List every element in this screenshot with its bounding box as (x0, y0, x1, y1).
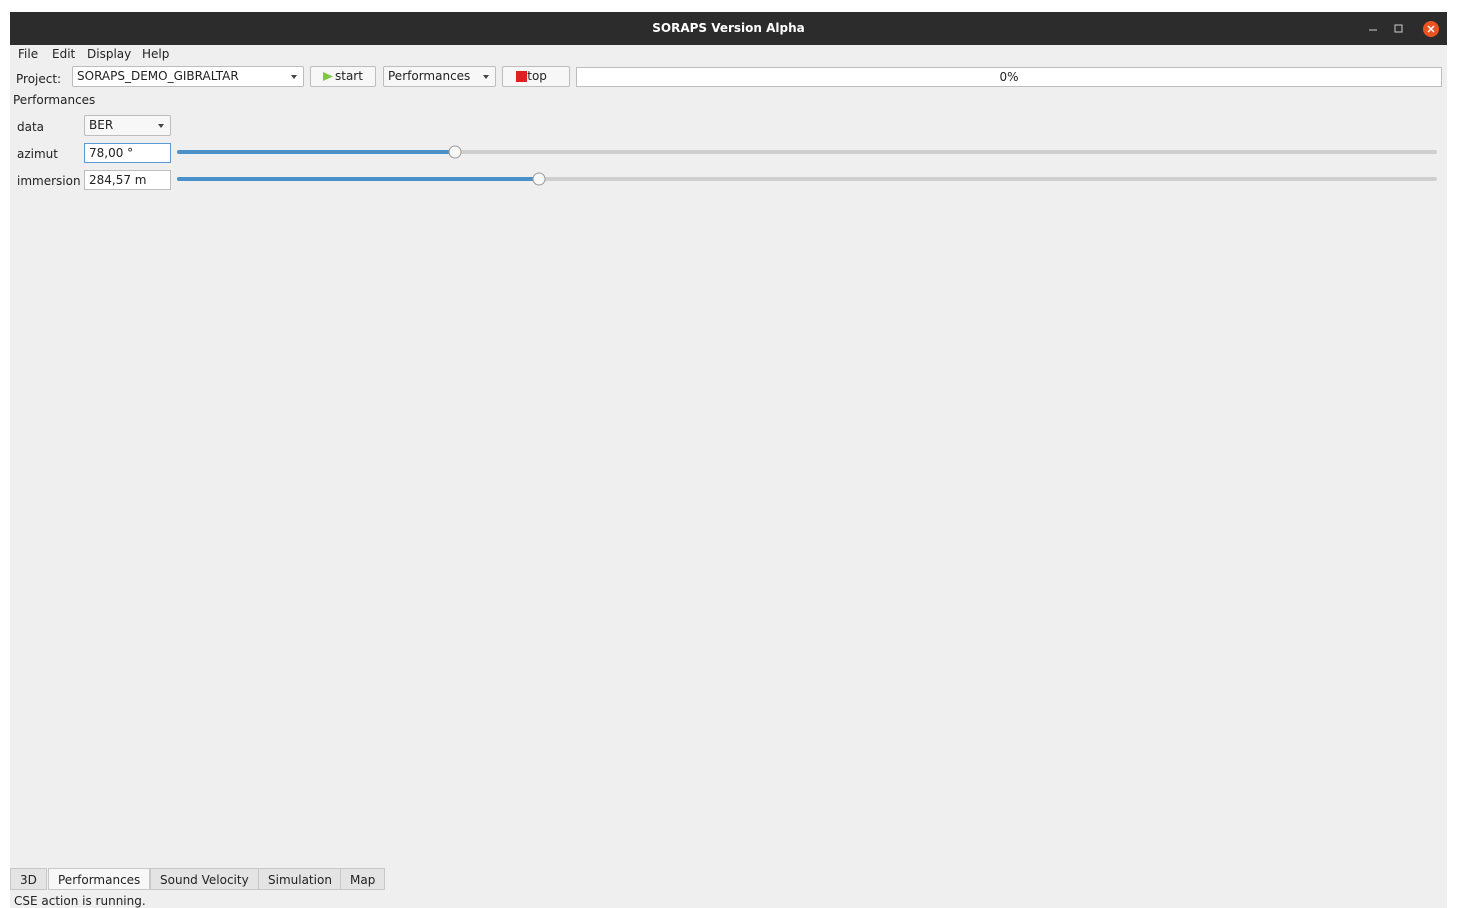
progress-bar: 0% (576, 67, 1442, 87)
panel-title: Performances (13, 93, 95, 107)
data-label: data (17, 120, 44, 134)
stop-button[interactable]: stop (502, 66, 570, 87)
immersion-label: immersion (17, 174, 81, 188)
menu-item[interactable]: Edit (52, 47, 75, 61)
tab[interactable]: Sound Velocity (150, 868, 259, 890)
stop-icon (516, 71, 527, 82)
project-label: Project: (16, 72, 61, 86)
azimut-slider[interactable] (449, 146, 461, 158)
window: SORAPS Version Alpha File Edit Display Help… (10, 12, 1447, 908)
tab[interactable]: Simulation (258, 868, 342, 890)
tab[interactable]: 3D (10, 868, 47, 890)
tab[interactable]: Performances (48, 868, 150, 890)
immersion-spinbox[interactable]: 284,57 m (84, 170, 171, 190)
project-select[interactable]: SORAPS_DEMO_GIBRALTAR (72, 66, 304, 87)
tab[interactable]: Map (340, 868, 385, 890)
menu-item[interactable]: Help (142, 47, 169, 61)
menu-bar: File Edit Display Help (10, 45, 1447, 65)
start-button[interactable]: start (310, 66, 376, 87)
start-icon (322, 71, 334, 82)
restore[interactable] (1395, 25, 1402, 32)
azimut-label: azimut (17, 147, 58, 161)
menu-item[interactable]: Display (87, 47, 131, 61)
menu-item[interactable]: File (18, 47, 38, 61)
title-bar: SORAPS Version Alpha (10, 12, 1447, 45)
window-controls[interactable] (1365, 20, 1445, 38)
page: 500010000150002000002004006008001000dist… (0, 0, 1457, 908)
azimut-spinbox[interactable]: 78,00 ° (84, 143, 171, 163)
data-select[interactable]: BER (84, 115, 171, 136)
immersion-slider[interactable] (533, 173, 545, 185)
sliders (175, 142, 1440, 187)
mode-select[interactable]: Performances (383, 66, 496, 87)
status-bar: CSE action is running. (14, 894, 146, 908)
window-title: SORAPS Version Alpha (10, 21, 1447, 35)
